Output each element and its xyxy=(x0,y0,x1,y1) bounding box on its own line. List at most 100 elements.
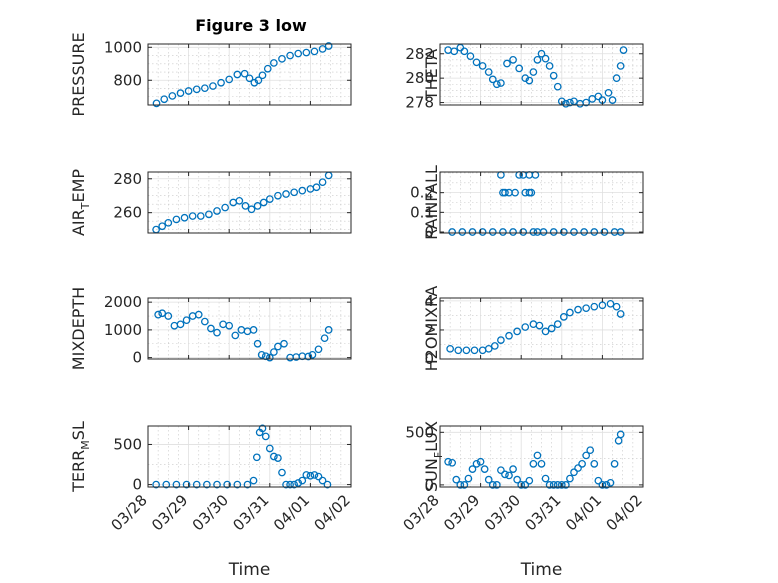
data-point xyxy=(582,451,591,460)
y-tick-label: 0 xyxy=(132,349,142,367)
data-point xyxy=(450,47,459,56)
data-point xyxy=(488,75,497,84)
data-point xyxy=(221,203,229,212)
y-tick-label: 2000 xyxy=(104,293,142,311)
data-point xyxy=(521,481,530,489)
x-tick-label: 03/31 xyxy=(521,491,564,534)
axes-box xyxy=(439,171,644,234)
data-point xyxy=(209,82,217,90)
data-point xyxy=(312,183,321,192)
data-point xyxy=(541,327,550,336)
data-point xyxy=(200,317,209,326)
data-point xyxy=(574,305,582,314)
y-tick-label: 0 xyxy=(132,476,142,494)
x-axis-label: Time xyxy=(520,560,563,580)
x-tick-label: 03/28 xyxy=(108,491,151,534)
data-point xyxy=(294,49,303,58)
y-axis-label: MIXDEPTH xyxy=(69,287,88,370)
data-point xyxy=(559,313,568,321)
x-tick-label: 03/30 xyxy=(481,491,524,534)
data-point xyxy=(280,339,288,348)
data-point xyxy=(270,452,278,461)
data-point xyxy=(452,475,461,484)
y-tick-label: 278 xyxy=(405,94,434,112)
y-tick-label: 4 xyxy=(424,292,434,310)
data-point xyxy=(162,480,171,489)
data-point xyxy=(294,479,303,487)
data-point xyxy=(184,87,193,95)
data-point xyxy=(314,345,323,354)
data-point xyxy=(480,465,489,473)
y-tick-label: 500 xyxy=(405,423,434,441)
data-point xyxy=(231,331,240,340)
x-axis-label: Time xyxy=(228,560,271,580)
x-tick-label: 03/29 xyxy=(440,491,483,534)
data-point xyxy=(172,215,181,224)
data-point xyxy=(580,228,588,236)
data-point xyxy=(537,460,546,468)
data-point xyxy=(196,212,205,220)
data-point xyxy=(478,62,487,70)
data-point xyxy=(490,342,499,350)
data-point xyxy=(610,460,619,468)
data-point xyxy=(308,350,317,359)
data-point xyxy=(180,213,189,222)
data-point xyxy=(492,481,501,489)
data-point xyxy=(158,222,167,231)
data-point xyxy=(590,460,599,468)
data-point xyxy=(529,68,538,76)
data-point xyxy=(318,45,327,53)
data-point xyxy=(265,195,274,203)
data-point xyxy=(478,228,487,236)
data-point xyxy=(549,71,558,80)
y-tick-label: 282 xyxy=(405,45,434,63)
y-tick-label: 1000 xyxy=(104,38,142,56)
data-point xyxy=(320,334,329,343)
y-axis-label: H2OMIXRA xyxy=(422,286,441,372)
data-point xyxy=(448,458,457,467)
y-tick-label: 260 xyxy=(113,204,142,222)
y-tick-label: 800 xyxy=(113,71,142,89)
data-point xyxy=(519,228,528,236)
axes-box xyxy=(147,297,352,360)
data-point xyxy=(612,302,621,311)
data-point xyxy=(223,480,232,489)
x-tick-label: 04/02 xyxy=(311,491,354,534)
data-point xyxy=(164,218,173,227)
data-point xyxy=(154,310,162,319)
data-point xyxy=(505,331,513,340)
data-point xyxy=(188,212,197,220)
data-point xyxy=(282,480,290,489)
data-point xyxy=(258,71,267,80)
data-point xyxy=(464,474,473,483)
data-point xyxy=(545,481,554,489)
data-point xyxy=(172,480,181,489)
data-point xyxy=(476,457,485,466)
data-point xyxy=(152,480,160,489)
data-point xyxy=(182,316,191,325)
y-axis-label: AIRTEMP xyxy=(69,169,92,236)
data-point xyxy=(168,92,177,100)
data-point xyxy=(217,78,225,87)
data-point xyxy=(499,228,507,236)
axes-box xyxy=(147,43,352,106)
data-point xyxy=(456,481,465,489)
axes-box xyxy=(439,425,644,488)
data-point xyxy=(306,471,315,480)
y-tick-label: 0.2 xyxy=(410,184,434,202)
data-point xyxy=(537,49,546,58)
data-point xyxy=(252,453,261,462)
data-point xyxy=(488,228,497,236)
data-point xyxy=(541,54,550,63)
y-tick-label: 0 xyxy=(424,476,434,494)
data-point xyxy=(468,465,477,473)
data-point xyxy=(253,339,262,348)
y-tick-label: 500 xyxy=(113,435,142,453)
data-point xyxy=(608,96,617,104)
data-point xyxy=(566,98,574,107)
data-point xyxy=(604,88,613,97)
data-point xyxy=(497,466,505,475)
data-point xyxy=(194,310,203,319)
